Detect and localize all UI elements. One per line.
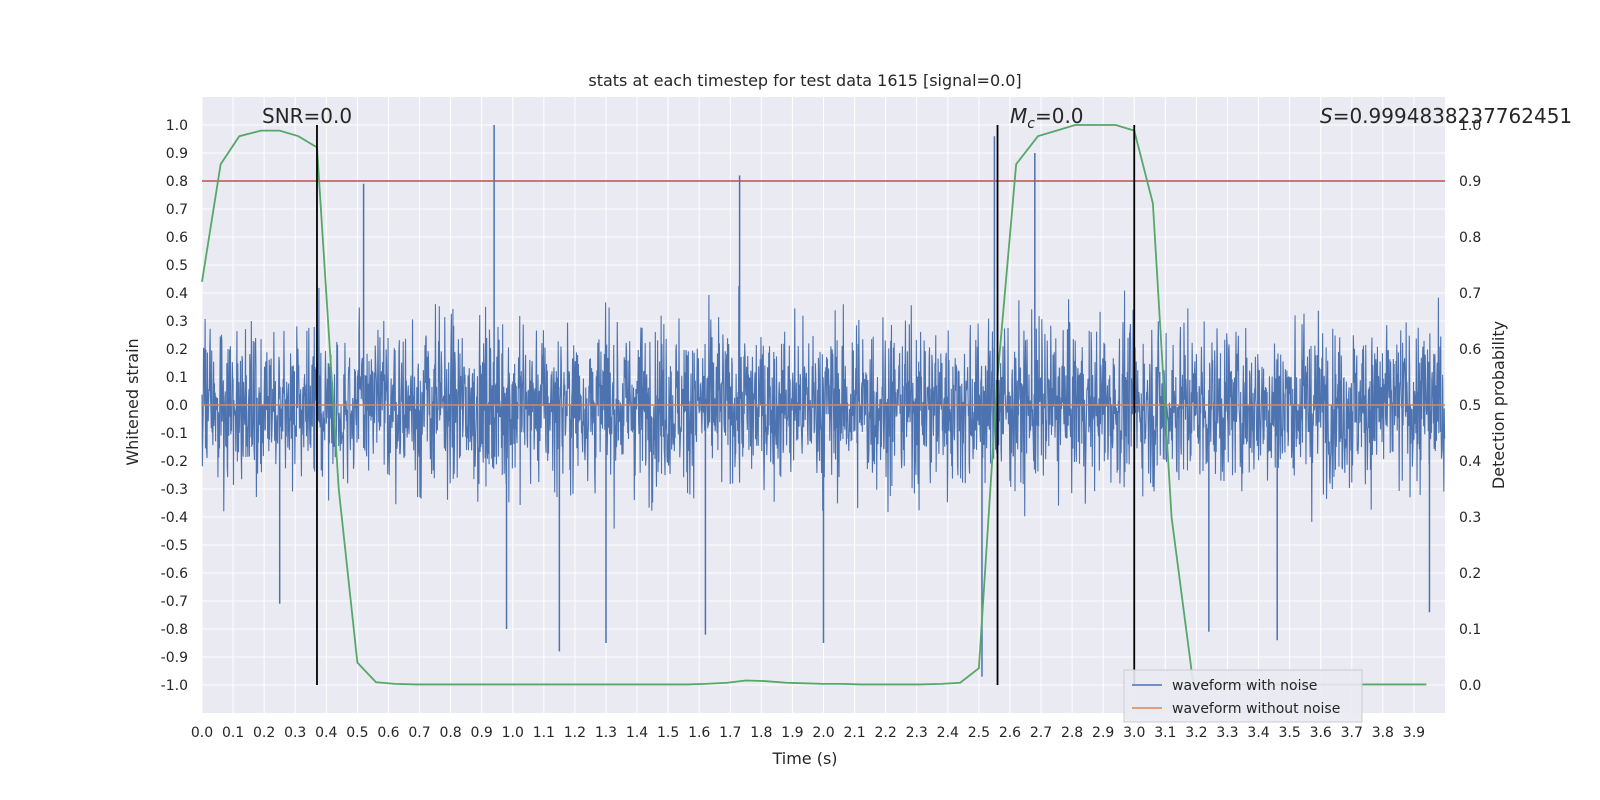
y2-tick-label: 0.2 xyxy=(1459,566,1481,582)
mc-symbol: M xyxy=(1010,104,1027,128)
y2-tick-label: 0.4 xyxy=(1459,454,1481,470)
y2-axis-label: Detection probability xyxy=(1489,321,1508,489)
y-tick-label: 0.5 xyxy=(166,258,188,274)
noise-trace xyxy=(201,285,1446,529)
y2-tick-label: 0.6 xyxy=(1459,342,1481,358)
y-tick-label: -0.8 xyxy=(161,622,188,638)
y-tick-label: 0.8 xyxy=(166,174,188,190)
x-tick-label: 0.0 xyxy=(191,725,213,741)
chart-title: stats at each timestep for test data 161… xyxy=(588,71,1021,90)
legend-box xyxy=(1123,669,1363,723)
x-tick-label: 0.8 xyxy=(439,725,461,741)
x-tick-label: 1.2 xyxy=(564,725,586,741)
x-tick-label: 1.5 xyxy=(657,725,679,741)
y-tick-label: -0.6 xyxy=(161,566,188,582)
legend-label-without-noise: waveform without noise xyxy=(1172,701,1340,717)
x-tick-label: 1.7 xyxy=(719,725,741,741)
x-tick-label: 1.6 xyxy=(688,725,710,741)
x-tick-label: 2.9 xyxy=(1092,725,1114,741)
x-tick-labels: 0.0 0.1 0.2 0.3 0.4 0.5 0.6 0.7 0.8 0.9 1.0 1.1 1.2 1… xyxy=(191,725,1425,741)
y-tick-label: 0.0 xyxy=(166,398,188,414)
x-axis-label: Time (s) xyxy=(771,749,837,768)
x-tick-label: 3.6 xyxy=(1310,725,1332,741)
x-tick-label: 0.4 xyxy=(315,725,337,741)
s-symbol: S xyxy=(1320,104,1333,128)
x-tick-label: 1.3 xyxy=(595,725,617,741)
y2-tick-label: 0.8 xyxy=(1459,230,1481,246)
x-tick-label: 2.2 xyxy=(875,725,897,741)
x-tick-label: 2.4 xyxy=(937,725,959,741)
x-tick-label: 1.4 xyxy=(626,725,648,741)
x-tick-label: 1.1 xyxy=(533,725,555,741)
x-tick-label: 2.7 xyxy=(1030,725,1052,741)
x-tick-label: 1.8 xyxy=(750,725,772,741)
y2-tick-label: 0.1 xyxy=(1459,622,1481,638)
x-tick-label: 3.8 xyxy=(1372,725,1394,741)
y2-tick-label: 1.0 xyxy=(1459,118,1481,134)
x-tick-label: 2.5 xyxy=(968,725,990,741)
mc-annotation: Mc=0.0 xyxy=(1010,104,1084,132)
x-tick-label: 1.0 xyxy=(502,725,524,741)
y2-tick-label: 0.5 xyxy=(1459,398,1481,414)
y2-tick-label: 0.9 xyxy=(1459,174,1481,190)
x-tick-label: 3.1 xyxy=(1154,725,1176,741)
x-tick-label: 0.2 xyxy=(253,725,275,741)
y-tick-label: -0.4 xyxy=(161,510,188,526)
y-tick-label: -0.2 xyxy=(161,454,188,470)
mc-value: =0.0 xyxy=(1035,104,1084,128)
x-tick-label: 0.3 xyxy=(284,725,306,741)
y-tick-label: 0.7 xyxy=(166,202,188,218)
x-tick-label: 3.0 xyxy=(1123,725,1145,741)
y2-tick-labels: 1.0 0.9 0.8 0.7 0.6 0.5 0.4 0.3 0.2 0.1 0.0 xyxy=(1459,118,1481,694)
x-tick-label: 3.7 xyxy=(1341,725,1363,741)
x-tick-label: 0.5 xyxy=(346,725,368,741)
y-tick-label: -0.1 xyxy=(161,426,188,442)
x-tick-label: 2.1 xyxy=(843,725,865,741)
y-tick-label: 0.4 xyxy=(166,286,188,302)
y-tick-label: 0.2 xyxy=(166,342,188,358)
x-tick-label: 2.6 xyxy=(999,725,1021,741)
y-axis-label: Whitened strain xyxy=(123,338,142,465)
y-tick-labels: 1.0 0.9 0.8 0.7 0.6 0.5 0.4 0.3 0.2 0.1 0.0 -0.1 -0.… xyxy=(161,118,188,694)
x-tick-label: 0.7 xyxy=(408,725,430,741)
y-tick-label: 0.6 xyxy=(166,230,188,246)
y-tick-label: -0.5 xyxy=(161,538,188,554)
mc-subscript: c xyxy=(1027,116,1035,132)
y2-tick-label: 0.0 xyxy=(1459,678,1481,694)
x-tick-label: 2.0 xyxy=(812,725,834,741)
x-tick-label: 3.9 xyxy=(1403,725,1425,741)
y-tick-label: -1.0 xyxy=(161,678,188,694)
x-tick-label: 2.8 xyxy=(1061,725,1083,741)
y2-tick-label: 0.3 xyxy=(1459,510,1481,526)
legend-label-with-noise: waveform with noise xyxy=(1172,678,1317,694)
x-tick-label: 0.9 xyxy=(471,725,493,741)
s-value: =0.9994838237762451 xyxy=(1333,104,1572,128)
x-tick-label: 1.9 xyxy=(781,725,803,741)
y-tick-label: -0.3 xyxy=(161,482,188,498)
y-tick-label: -0.7 xyxy=(161,594,188,610)
x-tick-label: 3.5 xyxy=(1278,725,1300,741)
legend: waveform with noise waveform without noi… xyxy=(1123,669,1363,723)
series-waveform-with-noise xyxy=(201,125,1446,677)
vertical-markers xyxy=(316,125,1136,685)
x-tick-label: 0.1 xyxy=(222,725,244,741)
x-tick-label: 3.2 xyxy=(1185,725,1207,741)
snr-annotation: SNR=0.0 xyxy=(262,104,352,128)
y-tick-label: 1.0 xyxy=(166,118,188,134)
y2-tick-label: 0.7 xyxy=(1459,286,1481,302)
s-annotation: S=0.9994838237762451 xyxy=(1320,104,1572,128)
x-tick-label: 3.3 xyxy=(1216,725,1238,741)
y-tick-label: 0.3 xyxy=(166,314,188,330)
x-tick-label: 3.4 xyxy=(1247,725,1269,741)
y-tick-label: -0.9 xyxy=(161,650,188,666)
y-tick-label: 0.1 xyxy=(166,370,188,386)
x-tick-label: 2.3 xyxy=(906,725,928,741)
x-tick-label: 0.6 xyxy=(377,725,399,741)
y-tick-label: 0.9 xyxy=(166,146,188,162)
